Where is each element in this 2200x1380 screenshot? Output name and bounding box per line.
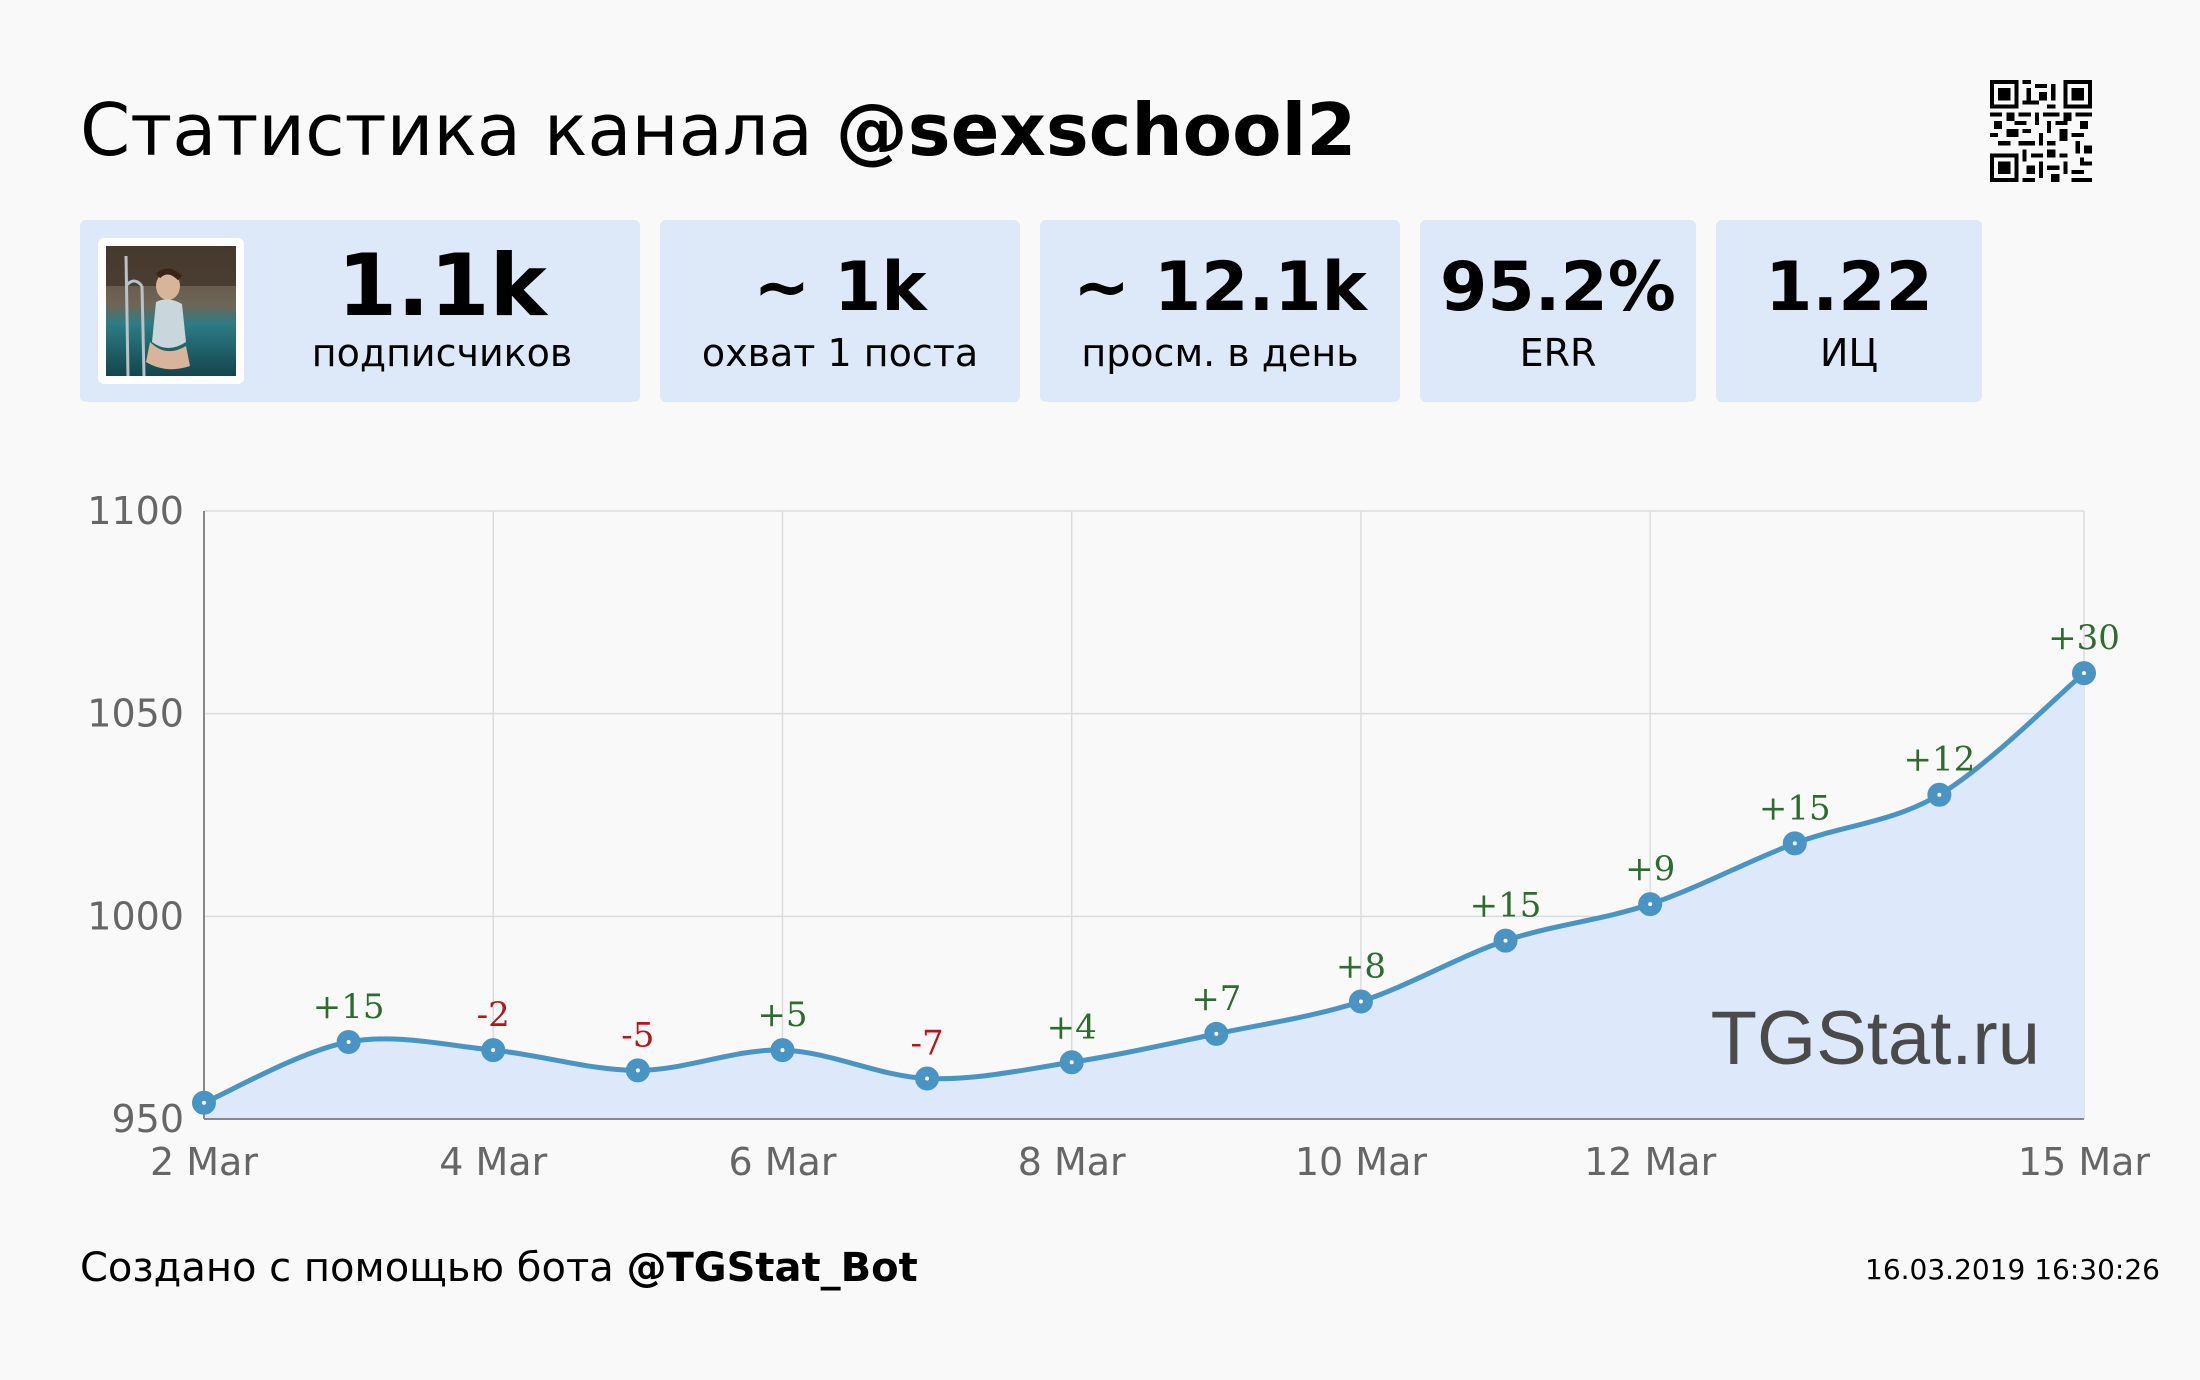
err-label: ERR — [1519, 331, 1597, 375]
data-point-label: +15 — [1470, 886, 1542, 926]
data-point-center — [925, 1076, 930, 1081]
chart-axes: 950 1000 1050 1100 2 Mar 4 Mar 6 Mar 8 Mar 10 Ma… — [87, 489, 2150, 1184]
reach-value: ~ 1k — [753, 248, 927, 327]
daily-views-label: просм. в день — [1081, 331, 1359, 375]
qr-code-icon — [1990, 80, 2092, 182]
chart-watermark: TGStat.ru — [1711, 996, 2040, 1081]
stat-card-err: 95.2% ERR — [1420, 220, 1696, 402]
footer-bot-link[interactable]: @TGStat_Bot — [626, 1245, 918, 1291]
data-point-center — [1214, 1031, 1219, 1036]
x-tick-label: 4 Mar — [439, 1140, 547, 1184]
subscribers-label: подписчиков — [311, 331, 573, 375]
data-point-label: +4 — [1047, 1007, 1097, 1047]
ic-value: 1.22 — [1765, 248, 1933, 327]
x-tick-label: 15 Mar — [2018, 1140, 2151, 1184]
data-point-label: -2 — [477, 995, 510, 1035]
title-prefix: Статистика канала — [80, 88, 813, 172]
subscribers-chart: TGStat.ru 950 1000 1050 1100 2 Mar 4 Mar 6 Mar… — [87, 489, 2150, 1184]
data-point-center — [780, 1048, 785, 1053]
stat-card-ic: 1.22 ИЦ — [1716, 220, 1982, 402]
stat-card-daily-views: ~ 12.1k просм. в день — [1040, 220, 1400, 402]
page-title: Статистика канала @sexschool2 — [80, 82, 1356, 178]
data-point-center — [1648, 902, 1653, 907]
footer-timestamp: 16.03.2019 16:30:26 — [1865, 1253, 2160, 1286]
data-point-center — [1792, 841, 1797, 846]
err-value: 95.2% — [1440, 248, 1676, 327]
data-point-label: -5 — [621, 1015, 654, 1055]
avatar — [98, 238, 244, 384]
x-tick-label: 2 Mar — [150, 1140, 258, 1184]
y-tick-label: 1050 — [87, 692, 184, 736]
data-point-label: +5 — [757, 995, 807, 1035]
data-point-label: +30 — [2048, 618, 2120, 658]
daily-views-value: ~ 12.1k — [1073, 248, 1367, 327]
chart-point-labels: +15 -2 -5 +5 -7 +4 +7 +8 +15 +9 +15 +12 +30 — [313, 618, 2120, 1063]
x-tick-label: 6 Mar — [728, 1140, 836, 1184]
channel-avatar-image — [106, 246, 236, 376]
data-point-center — [346, 1039, 351, 1044]
data-point-label: +7 — [1191, 979, 1241, 1019]
subscribers-value: 1.1k — [337, 236, 547, 336]
data-point-center — [1503, 938, 1508, 943]
x-tick-label: 10 Mar — [1295, 1140, 1428, 1184]
data-point-label: +12 — [1904, 740, 1976, 780]
ic-label: ИЦ — [1820, 331, 1878, 375]
data-point-label: -7 — [911, 1023, 944, 1063]
data-point-center — [1358, 999, 1363, 1004]
x-tick-label: 8 Mar — [1018, 1140, 1126, 1184]
y-tick-label: 1000 — [87, 894, 184, 938]
data-point-center — [635, 1068, 640, 1073]
data-point-label: +8 — [1336, 946, 1386, 986]
data-point-label: +15 — [313, 987, 385, 1027]
data-point-center — [491, 1048, 496, 1053]
chart-points — [192, 661, 2096, 1115]
stat-card-subscribers: 1.1k подписчиков — [80, 220, 640, 402]
data-point-center — [1937, 792, 1942, 797]
footer-created-prefix: Создано с помощью бота — [80, 1245, 614, 1291]
data-point-label: +15 — [1759, 788, 1831, 828]
data-point-label: +9 — [1625, 849, 1675, 889]
footer-created: Создано с помощью бота @TGStat_Bot — [80, 1240, 918, 1296]
x-tick-label: 12 Mar — [1584, 1140, 1717, 1184]
data-point-center — [202, 1100, 206, 1105]
y-tick-label: 1100 — [87, 489, 184, 533]
data-point-center — [2082, 671, 2086, 676]
chart-area-fill — [204, 673, 2084, 1119]
y-tick-label: 950 — [111, 1097, 184, 1141]
channel-handle: @sexschool2 — [835, 88, 1357, 172]
reach-label: охват 1 поста — [701, 331, 979, 375]
stat-card-reach: ~ 1k охват 1 поста — [660, 220, 1020, 402]
data-point-center — [1069, 1060, 1074, 1065]
